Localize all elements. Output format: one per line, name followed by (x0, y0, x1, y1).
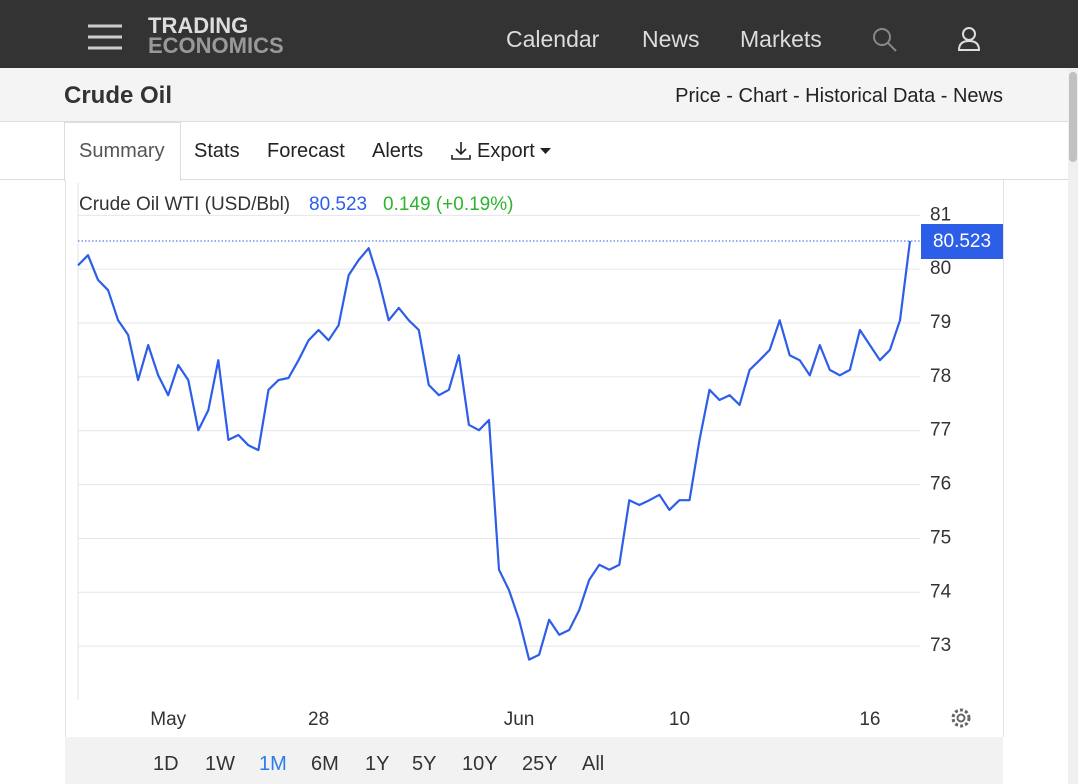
scrollbar (1068, 68, 1078, 784)
x-tick-label: May (150, 709, 186, 730)
range-button[interactable]: 25Y (522, 753, 558, 775)
nav-link[interactable]: Markets (740, 26, 822, 52)
export-icon (451, 142, 471, 160)
y-tick-label: 79 (930, 312, 951, 333)
chart-frame (65, 180, 1004, 737)
logo-top: TRADING (148, 13, 249, 38)
y-tick-label: 78 (930, 366, 951, 387)
tab[interactable]: Alerts (372, 140, 424, 162)
nav-link[interactable]: Calendar (506, 26, 600, 52)
page-title: Crude Oil (64, 82, 173, 109)
gear-hub (956, 713, 966, 723)
dropdown-caret (540, 148, 551, 154)
settings-icon[interactable] (951, 708, 971, 728)
range-button[interactable]: All (582, 753, 605, 775)
tab[interactable]: Stats (194, 140, 240, 162)
price-line (77, 240, 912, 661)
subheader: Crude Oil Price - Chart - Historical Dat… (0, 68, 1068, 122)
x-tick-label: Jun (504, 709, 535, 730)
tabs: Summary Stats Forecast Alerts Export (0, 122, 1068, 181)
series-name: Crude Oil WTI (USD/Bbl) (79, 194, 290, 215)
logo-bottom: ECONOMICS (148, 33, 284, 58)
y-tick-label: 76 (930, 474, 951, 495)
x-tick-label: 16 (859, 709, 880, 730)
y-tick-label: 81 (930, 204, 951, 225)
range-button[interactable]: 1M (259, 753, 287, 775)
y-tick-label: 80 (930, 258, 951, 279)
x-tick-label: 28 (308, 709, 329, 730)
menu-icon[interactable] (88, 24, 122, 50)
search-icon[interactable] (872, 27, 898, 53)
range-button[interactable]: 1D (153, 753, 179, 775)
scroll-thumb[interactable] (1069, 72, 1077, 162)
user-icon[interactable] (956, 26, 982, 52)
gear-ring (951, 708, 971, 728)
y-tick-label: 74 (930, 581, 952, 602)
tab[interactable]: Export (477, 140, 535, 162)
last-price-box (921, 224, 1003, 260)
header: TRADING ECONOMICS Calendar News Markets (0, 0, 1078, 68)
range-button[interactable]: 1W (205, 753, 235, 775)
range-button[interactable]: 10Y (462, 753, 498, 775)
logo[interactable]: TRADING ECONOMICS (148, 13, 284, 58)
range-button[interactable]: 6M (311, 753, 339, 775)
price-change: 0.149 (+0.19%) (383, 194, 513, 215)
y-tick-label: 77 (930, 420, 951, 441)
range-button[interactable]: 1Y (365, 753, 390, 775)
range-button[interactable]: 5Y (412, 753, 437, 775)
range-selector: 1D 1W 1M 6M 1Y 5Y 10Y 25Y All (65, 737, 1003, 784)
y-tick-label: 73 (930, 635, 951, 656)
y-tick-label: 75 (930, 527, 951, 548)
x-tick-label: 10 (669, 709, 690, 730)
active-tab-bg (64, 122, 181, 181)
nav-link[interactable]: News (642, 26, 700, 52)
section-links[interactable]: Price - Chart - Historical Data - News (675, 85, 1003, 107)
tab[interactable]: Forecast (267, 140, 345, 162)
last-price: 80.523 (309, 194, 367, 215)
tab[interactable]: Summary (79, 140, 165, 162)
chart: Crude Oil WTI (USD/Bbl) 80.523 0.149 (+0… (77, 183, 1003, 730)
last-price-label: 80.523 (933, 231, 991, 252)
